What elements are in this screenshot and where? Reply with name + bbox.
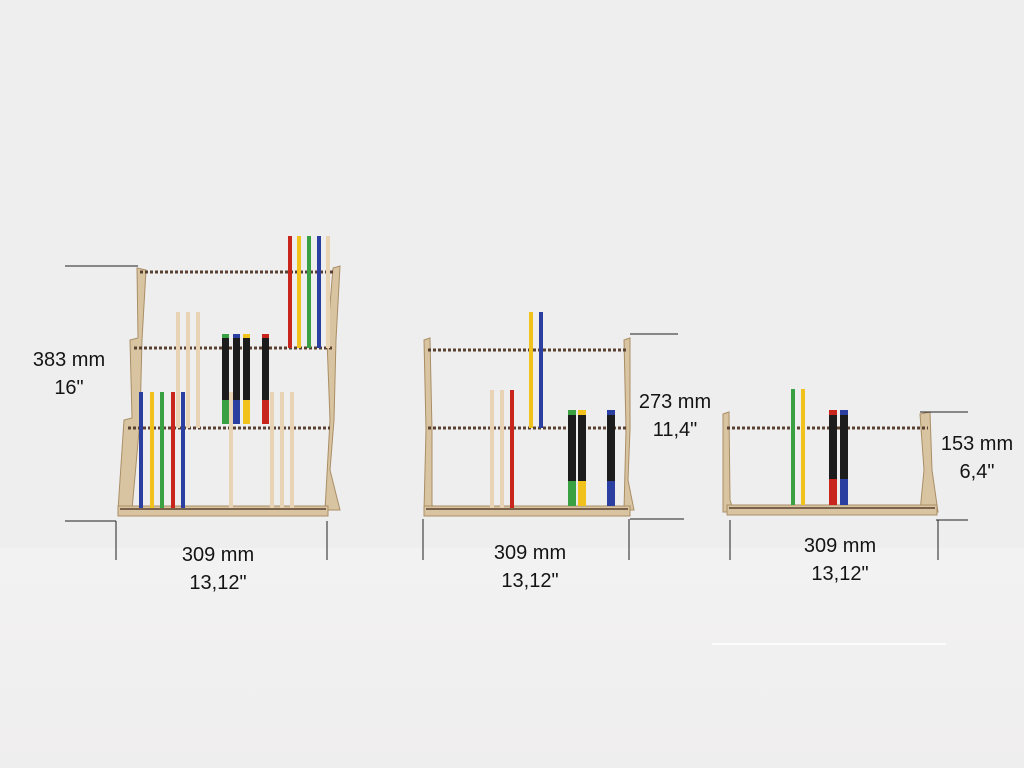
marker-cap	[233, 400, 240, 424]
small-rack-width-mm: 309 mm	[803, 535, 877, 557]
marker	[607, 415, 615, 481]
marker-cap	[568, 410, 576, 415]
marker-cap	[222, 400, 229, 424]
marker	[222, 338, 229, 400]
large-rack	[65, 236, 341, 560]
marker	[243, 338, 250, 400]
marker	[233, 338, 240, 400]
stick	[539, 312, 543, 428]
marker-cap	[840, 479, 848, 505]
stick	[326, 236, 330, 348]
medium-rack-height-inch: 11,4"	[652, 419, 698, 441]
marker	[829, 415, 837, 479]
medium-rack-width-inch: 13,12"	[501, 570, 559, 592]
large-rack-height-label: 383 mm 16"	[28, 346, 110, 402]
stick	[510, 390, 514, 508]
stick	[500, 390, 504, 508]
small-rack	[722, 389, 968, 560]
large-rack-base	[117, 505, 329, 517]
marker-cap	[243, 334, 250, 338]
stick	[791, 389, 795, 505]
marker-cap	[607, 481, 615, 506]
stick	[150, 392, 154, 508]
stick	[317, 236, 321, 348]
stick	[801, 389, 805, 505]
small-rack-width-label: 309 mm 13,12"	[784, 532, 896, 588]
large-rack-markers	[222, 334, 269, 424]
marker	[568, 415, 576, 481]
medium-rack-markers	[568, 410, 615, 506]
small-rack-height-inch: 6,4"	[959, 461, 995, 483]
stick	[307, 236, 311, 348]
small-rack-height-mm: 153 mm	[940, 433, 1014, 455]
marker	[840, 415, 848, 479]
marker-cap	[829, 410, 837, 415]
small-rack-base	[726, 504, 938, 516]
stick	[490, 390, 494, 508]
marker-cap	[262, 400, 269, 424]
medium-rack-left-panel	[423, 337, 438, 511]
medium-rack-height-mm: 273 mm	[638, 391, 712, 413]
stick	[171, 392, 175, 508]
medium-rack-right-panel	[623, 337, 635, 511]
stick	[196, 312, 200, 428]
stick	[160, 392, 164, 508]
marker-cap	[262, 334, 269, 338]
marker-cap	[243, 400, 250, 424]
medium-rack-width-label: 309 mm 13,12"	[474, 539, 586, 595]
large-rack-width-inch: 13,12"	[189, 572, 247, 594]
marker-cap	[607, 410, 615, 415]
marker-cap	[578, 410, 586, 415]
stick	[181, 392, 185, 508]
medium-rack-width-mm: 309 mm	[493, 542, 567, 564]
marker-cap	[233, 334, 240, 338]
large-rack-width-mm: 309 mm	[181, 544, 255, 566]
small-rack-height-label: 153 mm 6,4"	[934, 430, 1020, 486]
stick	[297, 236, 301, 348]
large-rack-height-mm: 383 mm	[32, 349, 106, 371]
stick	[229, 392, 233, 508]
marker-cap	[578, 481, 586, 506]
large-rack-width-label: 309 mm 13,12"	[162, 541, 274, 597]
stick	[280, 392, 284, 508]
floor-surface	[0, 548, 1024, 768]
small-rack-width-inch: 13,12"	[811, 563, 869, 585]
marker-cap	[222, 334, 229, 338]
stick	[176, 312, 180, 428]
stick	[139, 392, 143, 508]
medium-rack	[422, 312, 684, 560]
marker	[262, 338, 269, 400]
large-rack-left-panel	[117, 267, 147, 511]
stick	[290, 392, 294, 508]
marker	[578, 415, 586, 481]
marker-cap	[840, 410, 848, 415]
medium-rack-height-label: 273 mm 11,4"	[632, 388, 718, 444]
marker-cap	[568, 481, 576, 506]
small-rack-markers	[829, 410, 848, 505]
stick	[270, 392, 274, 508]
stick	[186, 312, 190, 428]
medium-rack-base	[423, 505, 631, 517]
marker-cap	[829, 479, 837, 505]
stick	[288, 236, 292, 348]
large-rack-height-inch: 16"	[54, 377, 84, 399]
stick	[529, 312, 533, 428]
